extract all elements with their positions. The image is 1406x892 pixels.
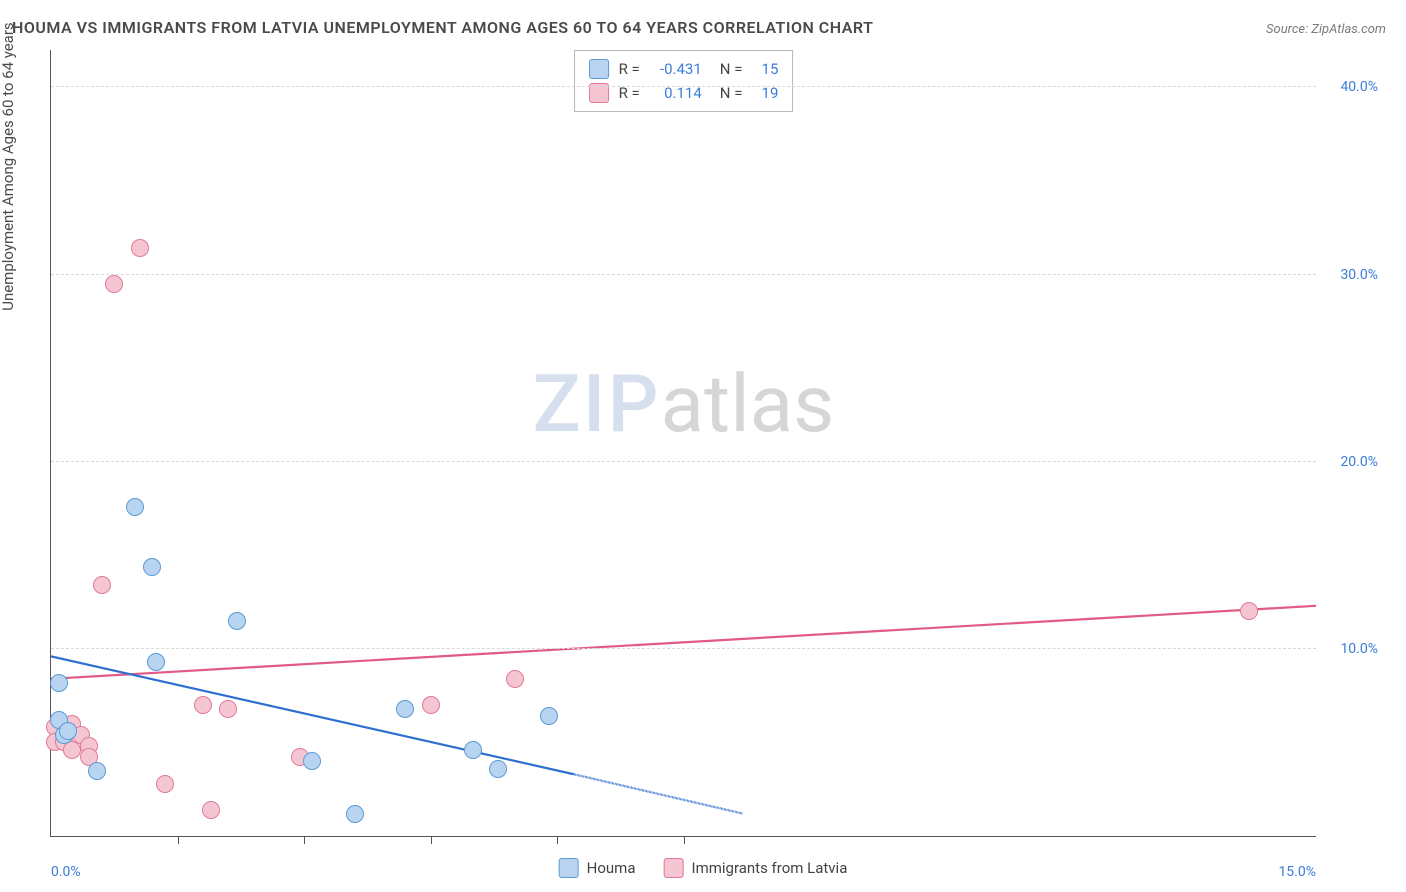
legend-item-houma: Houma: [559, 858, 636, 878]
data-point: [1240, 602, 1258, 620]
grid-line: [51, 274, 1316, 275]
data-point: [147, 653, 165, 671]
source-label: Source: ZipAtlas.com: [1266, 22, 1386, 37]
stat-n-value-1: 19: [752, 81, 778, 105]
data-point: [219, 700, 237, 718]
stat-r-label-1: R =: [619, 81, 640, 105]
y-tick-label: 10.0%: [1340, 641, 1378, 657]
data-point: [194, 696, 212, 714]
data-point: [131, 239, 149, 257]
data-point: [489, 760, 507, 778]
grid-line: [51, 648, 1316, 649]
stat-r-value-0: -0.431: [650, 57, 702, 81]
stat-n-label-1: N =: [720, 81, 743, 105]
stat-n-value-0: 15: [752, 57, 778, 81]
data-point: [105, 275, 123, 293]
data-point: [143, 558, 161, 576]
legend-swatch-houma: [559, 858, 579, 878]
data-point: [126, 498, 144, 516]
data-point: [202, 801, 220, 819]
data-point: [464, 741, 482, 759]
data-point: [59, 722, 77, 740]
watermark-zip: ZIP: [533, 357, 661, 451]
y-tick-label: 40.0%: [1340, 79, 1378, 95]
x-tick: [304, 836, 305, 844]
grid-line: [51, 86, 1316, 87]
x-tick-label: 15.0%: [1278, 864, 1316, 880]
data-point: [88, 762, 106, 780]
stat-row-latvia: R = 0.114 N = 19: [589, 81, 779, 105]
chart-title: HOUMA VS IMMIGRANTS FROM LATVIA UNEMPLOY…: [12, 18, 873, 37]
series-legend: Houma Immigrants from Latvia: [559, 858, 848, 878]
data-point: [228, 612, 246, 630]
watermark-atlas: atlas: [661, 357, 835, 451]
data-point: [422, 696, 440, 714]
stat-legend: R = -0.431 N = 15 R = 0.114 N = 19: [574, 50, 794, 112]
plot-area: ZIPatlas R = -0.431 N = 15 R = 0.114 N =…: [50, 50, 1316, 837]
data-point: [156, 775, 174, 793]
data-point: [303, 752, 321, 770]
stat-r-label-0: R =: [619, 57, 640, 81]
legend-label-houma: Houma: [587, 859, 636, 877]
x-tick: [178, 836, 179, 844]
y-axis-label: Unemployment Among Ages 60 to 64 years: [0, 22, 17, 310]
data-point: [506, 670, 524, 688]
x-tick-label: 0.0%: [51, 864, 81, 880]
data-point: [540, 707, 558, 725]
y-tick-label: 20.0%: [1340, 454, 1378, 470]
stat-r-value-1: 0.114: [650, 81, 702, 105]
legend-swatch-latvia: [663, 858, 683, 878]
data-point: [50, 674, 68, 692]
data-point: [346, 805, 364, 823]
stat-n-label-0: N =: [720, 57, 743, 81]
grid-line: [51, 461, 1316, 462]
trend-lines: [51, 50, 1316, 836]
watermark: ZIPatlas: [533, 357, 835, 451]
swatch-houma: [589, 59, 609, 79]
x-tick: [684, 836, 685, 844]
legend-item-latvia: Immigrants from Latvia: [663, 858, 847, 878]
data-point: [396, 700, 414, 718]
x-tick: [557, 836, 558, 844]
stat-row-houma: R = -0.431 N = 15: [589, 57, 779, 81]
data-point: [93, 576, 111, 594]
y-tick-label: 30.0%: [1340, 267, 1378, 283]
legend-label-latvia: Immigrants from Latvia: [691, 859, 847, 877]
x-tick: [431, 836, 432, 844]
